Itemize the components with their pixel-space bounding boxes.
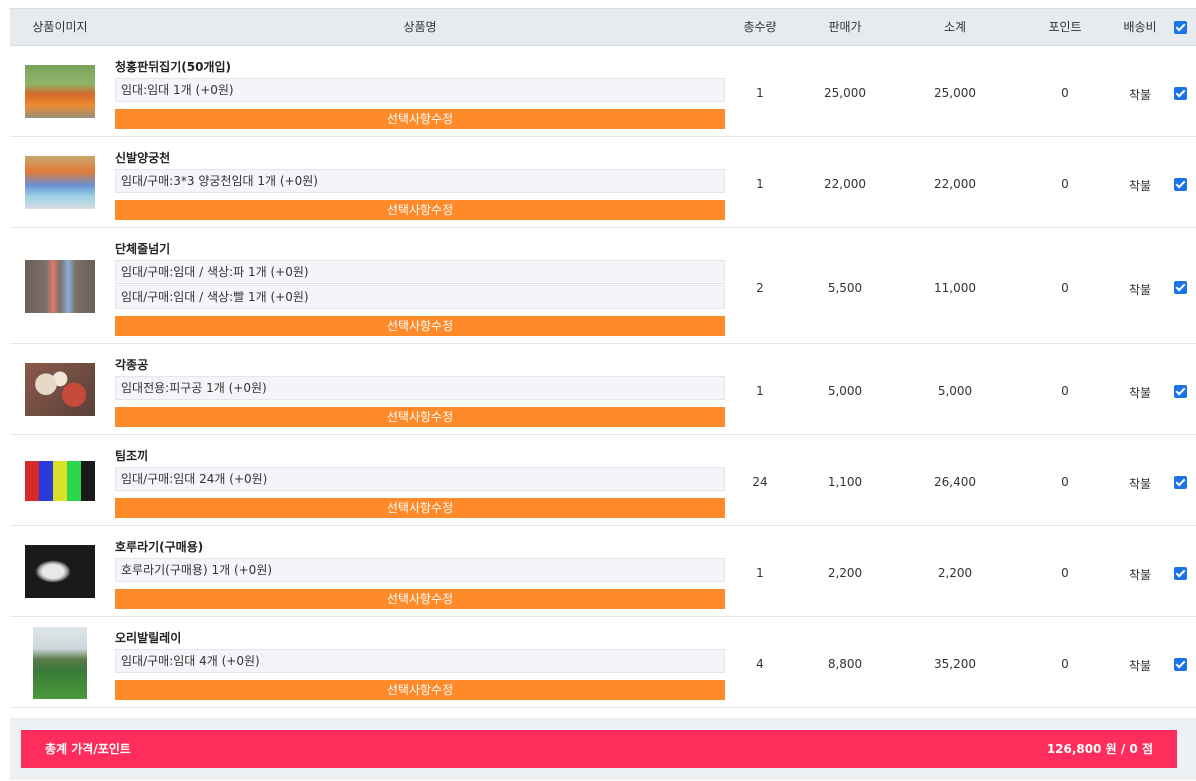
col-image-header: 상품이미지 [32, 20, 88, 34]
item-subtotal: 11,000 [934, 281, 976, 295]
item-checkbox[interactable] [1174, 476, 1187, 489]
option-line: 임대/구매:임대 4개 (+0원) [115, 649, 725, 673]
item-subtotal: 22,000 [934, 177, 976, 191]
cart-row: 팀조끼 임대/구매:임대 24개 (+0원) 선택사항수정 24 1,100 2… [10, 435, 1196, 526]
item-checkbox[interactable] [1174, 87, 1187, 100]
col-point-header: 포인트 [1048, 20, 1082, 34]
product-thumbnail[interactable] [25, 363, 95, 416]
item-subtotal: 5,000 [937, 384, 973, 398]
total-value: 126,800 원 / 0 점 [1046, 742, 1153, 756]
product-name[interactable]: 신발양궁천 [115, 151, 171, 165]
item-price: 1,100 [827, 475, 863, 489]
col-subtotal-header: 소계 [943, 20, 967, 34]
cart-table-header: 상품이미지 상품명 총수량 판매가 소계 포인트 배송비 [10, 8, 1196, 46]
product-thumbnail[interactable] [25, 156, 95, 209]
item-price: 25,000 [824, 86, 866, 100]
edit-options-button[interactable]: 선택사항수정 [115, 680, 725, 700]
item-qty: 1 [756, 566, 764, 580]
item-qty: 24 [752, 475, 768, 489]
product-thumbnail[interactable] [25, 461, 95, 501]
product-name[interactable]: 호루라기(구매용) [115, 540, 204, 554]
edit-options-button[interactable]: 선택사항수정 [115, 407, 725, 427]
item-shipping: 착불 [1128, 568, 1152, 582]
product-thumbnail[interactable] [25, 545, 95, 598]
item-qty: 1 [756, 384, 764, 398]
item-checkbox[interactable] [1174, 658, 1187, 671]
option-line: 임대전용:피구공 1개 (+0원) [115, 376, 725, 400]
product-thumbnail[interactable] [25, 260, 95, 313]
cart-row: 신발양궁천 임대/구매:3*3 양궁천임대 1개 (+0원) 선택사항수정 1 … [10, 137, 1196, 228]
item-shipping: 착불 [1128, 477, 1152, 491]
option-line: 호루라기(구매용) 1개 (+0원) [115, 558, 725, 582]
cart-row: 호루라기(구매용) 호루라기(구매용) 1개 (+0원) 선택사항수정 1 2,… [10, 526, 1196, 617]
item-price: 2,200 [827, 566, 863, 580]
item-qty: 1 [756, 177, 764, 191]
option-line: 임대:임대 1개 (+0원) [115, 78, 725, 102]
option-line: 임대/구매:임대 / 색상:빨 1개 (+0원) [115, 285, 725, 309]
col-qty-header: 총수량 [743, 20, 777, 34]
edit-options-button[interactable]: 선택사항수정 [115, 316, 725, 336]
item-point: 0 [1061, 281, 1069, 295]
cart-row: 오리발릴레이 임대/구매:임대 4개 (+0원) 선택사항수정 4 8,800 … [10, 617, 1196, 708]
product-thumbnail[interactable] [33, 627, 87, 699]
item-point: 0 [1061, 475, 1069, 489]
item-qty: 1 [756, 86, 764, 100]
total-label: 총계 가격/포인트 [45, 742, 131, 756]
cart-total-bar: 총계 가격/포인트 126,800 원 / 0 점 [21, 730, 1177, 768]
item-price: 5,500 [827, 281, 863, 295]
product-name[interactable]: 단체줄넘기 [115, 242, 171, 256]
cart-row: 청홍판뒤집기(50개입) 임대:임대 1개 (+0원) 선택사항수정 1 25,… [10, 46, 1196, 137]
product-name[interactable]: 각종공 [115, 358, 149, 372]
col-name-header: 상품명 [403, 20, 437, 34]
item-shipping: 착불 [1128, 659, 1152, 673]
item-shipping: 착불 [1128, 179, 1152, 193]
edit-options-button[interactable]: 선택사항수정 [115, 498, 725, 518]
select-all-checkbox[interactable] [1174, 21, 1187, 34]
item-shipping: 착불 [1128, 283, 1152, 297]
item-point: 0 [1061, 566, 1069, 580]
item-checkbox[interactable] [1174, 385, 1187, 398]
cart-row: 각종공 임대전용:피구공 1개 (+0원) 선택사항수정 1 5,000 5,0… [10, 344, 1196, 435]
col-price-header: 판매가 [828, 20, 862, 34]
item-qty: 4 [756, 657, 764, 671]
option-line: 임대/구매:임대 24개 (+0원) [115, 467, 725, 491]
product-name[interactable]: 청홍판뒤집기(50개입) [115, 60, 231, 74]
edit-options-button[interactable]: 선택사항수정 [115, 200, 725, 220]
item-subtotal: 25,000 [934, 86, 976, 100]
item-subtotal: 35,200 [934, 657, 976, 671]
item-checkbox[interactable] [1174, 281, 1187, 294]
cart-total-section: 총계 가격/포인트 126,800 원 / 0 점 [10, 718, 1196, 780]
item-point: 0 [1061, 384, 1069, 398]
product-thumbnail[interactable] [25, 65, 95, 118]
item-shipping: 착불 [1128, 88, 1152, 102]
item-subtotal: 2,200 [937, 566, 973, 580]
item-point: 0 [1061, 177, 1069, 191]
product-name[interactable]: 팀조끼 [115, 449, 149, 463]
product-name[interactable]: 오리발릴레이 [115, 631, 182, 645]
option-line: 임대/구매:임대 / 색상:파 1개 (+0원) [115, 260, 725, 284]
option-line: 임대/구매:3*3 양궁천임대 1개 (+0원) [115, 169, 725, 193]
item-checkbox[interactable] [1174, 567, 1187, 580]
item-subtotal: 26,400 [934, 475, 976, 489]
edit-options-button[interactable]: 선택사항수정 [115, 589, 725, 609]
item-qty: 2 [756, 281, 764, 295]
item-shipping: 착불 [1128, 386, 1152, 400]
cart-row: 단체줄넘기 임대/구매:임대 / 색상:파 1개 (+0원) 임대/구매:임대 … [10, 228, 1196, 344]
item-checkbox[interactable] [1174, 178, 1187, 191]
edit-options-button[interactable]: 선택사항수정 [115, 109, 725, 129]
item-price: 8,800 [827, 657, 863, 671]
item-point: 0 [1061, 86, 1069, 100]
item-price: 5,000 [827, 384, 863, 398]
col-shipping-header: 배송비 [1123, 20, 1157, 34]
item-point: 0 [1061, 657, 1069, 671]
item-price: 22,000 [824, 177, 866, 191]
